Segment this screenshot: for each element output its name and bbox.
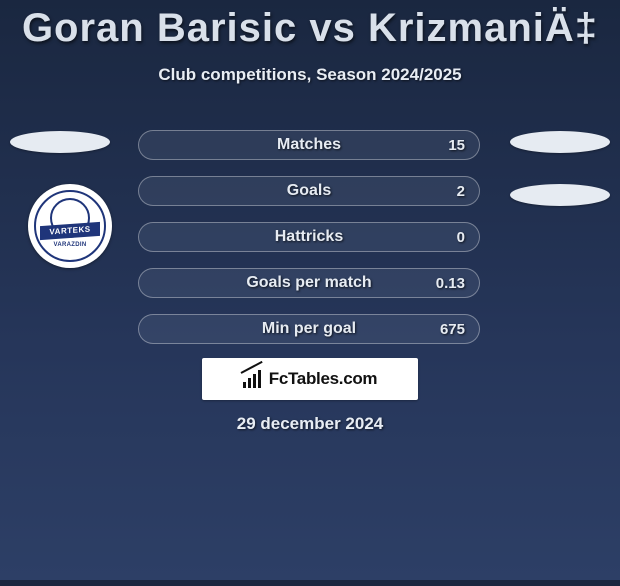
player-left-placeholder xyxy=(10,131,110,153)
stat-value-right: 15 xyxy=(448,137,465,154)
stat-row-goals: Goals 2 xyxy=(138,176,480,206)
stat-label: Goals per match xyxy=(246,274,371,292)
date-label: 29 december 2024 xyxy=(0,414,620,434)
stat-row-goals-per-match: Goals per match 0.13 xyxy=(138,268,480,298)
stat-value-right: 2 xyxy=(457,183,465,200)
badge-subtext: VARAZDIN xyxy=(34,242,106,248)
fctables-label: FcTables.com xyxy=(269,369,378,389)
stat-label: Goals xyxy=(287,182,331,200)
comparison-title: Goran Barisic vs KrizmaniÄ‡ xyxy=(0,6,620,51)
stat-value-right: 0.13 xyxy=(436,275,465,292)
club-badge-inner: VARTEKS VARAZDIN xyxy=(34,190,106,262)
club-badge: VARTEKS VARAZDIN xyxy=(28,184,112,268)
stat-label: Min per goal xyxy=(262,320,356,338)
stat-label: Matches xyxy=(277,136,341,154)
bar-chart-icon xyxy=(243,370,263,388)
stat-row-matches: Matches 15 xyxy=(138,130,480,160)
player-right-placeholder-1 xyxy=(510,131,610,153)
fctables-attribution[interactable]: FcTables.com xyxy=(202,358,418,400)
stat-row-hattricks: Hattricks 0 xyxy=(138,222,480,252)
stats-container: Matches 15 Goals 2 Hattricks 0 Goals per… xyxy=(138,130,480,360)
player-right-placeholder-2 xyxy=(510,184,610,206)
stat-value-right: 675 xyxy=(440,321,465,338)
stat-row-min-per-goal: Min per goal 675 xyxy=(138,314,480,344)
stat-label: Hattricks xyxy=(275,228,343,246)
comparison-subtitle: Club competitions, Season 2024/2025 xyxy=(0,65,620,85)
stat-value-right: 0 xyxy=(457,229,465,246)
